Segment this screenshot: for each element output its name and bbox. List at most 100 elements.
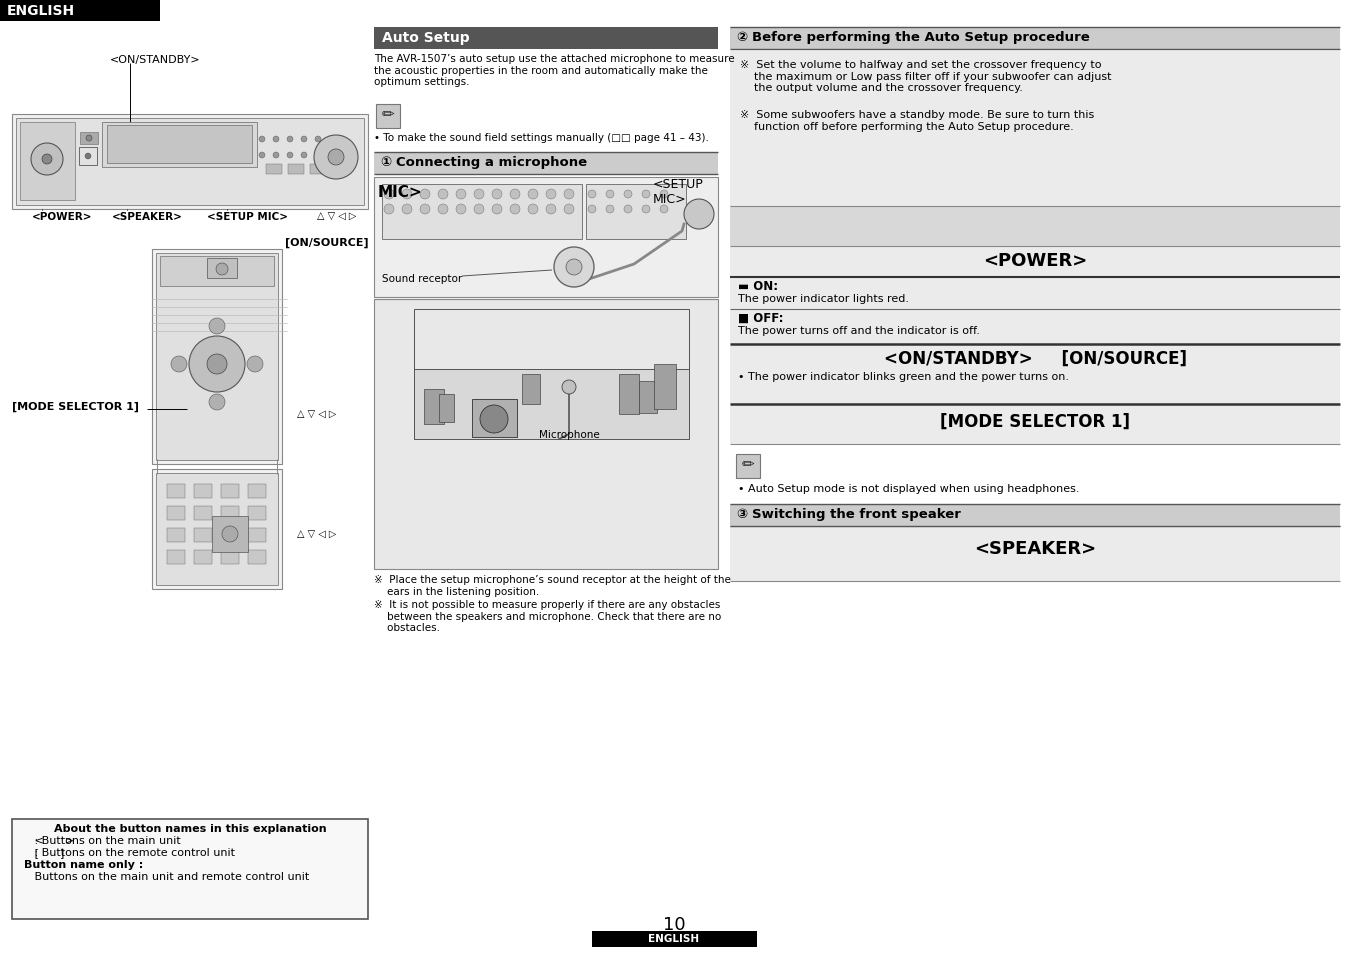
Ellipse shape	[247, 356, 263, 373]
Text: <POWER>: <POWER>	[32, 212, 93, 222]
Text: ✏: ✏	[382, 107, 394, 122]
Bar	[161, 256, 274, 287]
Ellipse shape	[510, 205, 519, 214]
Bar	[221, 484, 239, 498]
Text: △ ▽ ◁ ▷: △ ▽ ◁ ▷	[297, 530, 336, 539]
Text: <ON/STANDBY>     [ON/SOURCE]: <ON/STANDBY> [ON/SOURCE]	[884, 350, 1187, 368]
Ellipse shape	[527, 190, 538, 200]
Ellipse shape	[527, 205, 538, 214]
Text: MIC>: MIC>	[378, 185, 422, 200]
Bar	[80, 132, 98, 145]
Bar	[194, 484, 212, 498]
Bar	[730, 405, 1340, 444]
Text: Connecting a microphone: Connecting a microphone	[397, 156, 587, 169]
Bar	[730, 345, 1340, 405]
Bar	[730, 247, 1340, 401]
Bar	[374, 28, 718, 50]
Bar	[152, 250, 282, 464]
Bar	[0, 0, 161, 22]
Bar	[639, 381, 657, 414]
Ellipse shape	[564, 190, 575, 200]
Ellipse shape	[625, 191, 631, 199]
Text: <      >: < >	[24, 835, 74, 845]
Text: About the button names in this explanation: About the button names in this explanati…	[54, 823, 326, 833]
Ellipse shape	[301, 137, 308, 143]
Bar	[221, 551, 239, 564]
Ellipse shape	[171, 356, 188, 373]
Text: [ON/SOURCE]: [ON/SOURCE]	[285, 237, 368, 248]
Text: <SETUP MIC>: <SETUP MIC>	[206, 212, 287, 222]
Ellipse shape	[402, 190, 411, 200]
Ellipse shape	[209, 318, 225, 335]
Bar	[248, 551, 266, 564]
Text: <SETUP
MIC>: <SETUP MIC>	[653, 178, 704, 206]
Ellipse shape	[606, 206, 614, 213]
Bar	[248, 506, 266, 520]
Text: The power indicator lights red.: The power indicator lights red.	[738, 294, 909, 304]
Text: : Buttons on the main unit: : Buttons on the main unit	[24, 835, 181, 845]
Bar	[592, 931, 757, 947]
Bar	[80, 148, 97, 166]
Bar	[654, 365, 676, 410]
Text: △ ▽ ◁ ▷: △ ▽ ◁ ▷	[317, 212, 356, 222]
Ellipse shape	[314, 136, 357, 180]
Ellipse shape	[625, 206, 631, 213]
Text: Microphone: Microphone	[540, 430, 600, 439]
Bar	[12, 820, 368, 919]
Bar	[737, 455, 759, 478]
Text: [MODE SELECTOR 1]: [MODE SELECTOR 1]	[12, 401, 139, 412]
Ellipse shape	[588, 206, 596, 213]
Text: ※  Set the volume to halfway and set the crossover frequency to
    the maximum : ※ Set the volume to halfway and set the …	[741, 60, 1112, 93]
Bar	[374, 178, 718, 297]
Bar	[221, 529, 239, 542]
Ellipse shape	[287, 152, 293, 159]
Bar	[194, 551, 212, 564]
Ellipse shape	[606, 191, 614, 199]
Text: ※  Some subwoofers have a standby mode. Be sure to turn this
    function off be: ※ Some subwoofers have a standby mode. B…	[741, 110, 1094, 132]
Ellipse shape	[642, 191, 650, 199]
Text: ③: ③	[737, 507, 747, 520]
Ellipse shape	[316, 152, 321, 159]
Text: The power turns off and the indicator is off.: The power turns off and the indicator is…	[738, 326, 979, 335]
Text: <SPEAKER>: <SPEAKER>	[112, 212, 183, 222]
Ellipse shape	[473, 190, 484, 200]
Ellipse shape	[206, 355, 227, 375]
Bar	[103, 123, 258, 168]
Ellipse shape	[259, 137, 264, 143]
Ellipse shape	[564, 205, 575, 214]
Polygon shape	[414, 310, 689, 370]
Bar	[730, 52, 1340, 207]
Ellipse shape	[272, 152, 279, 159]
Bar	[619, 375, 639, 415]
Ellipse shape	[42, 154, 53, 165]
Ellipse shape	[510, 190, 519, 200]
Bar	[730, 28, 1340, 50]
Text: ①: ①	[380, 156, 391, 169]
Text: • Auto Setup mode is not displayed when using headphones.: • Auto Setup mode is not displayed when …	[738, 483, 1079, 494]
Bar	[206, 258, 237, 278]
Bar	[424, 390, 444, 424]
Text: ENGLISH: ENGLISH	[649, 933, 700, 943]
Ellipse shape	[189, 336, 246, 393]
Text: Button name only :: Button name only :	[24, 859, 143, 869]
Ellipse shape	[456, 190, 465, 200]
Text: <POWER>: <POWER>	[983, 252, 1087, 270]
Ellipse shape	[31, 144, 63, 175]
Bar	[266, 165, 282, 174]
Bar	[167, 551, 185, 564]
Bar	[12, 115, 368, 210]
Bar	[730, 207, 1340, 247]
Text: The AVR-1507’s auto setup use the attached microphone to measure
the acoustic pr: The AVR-1507’s auto setup use the attach…	[374, 54, 735, 87]
Ellipse shape	[384, 205, 394, 214]
Bar	[107, 126, 252, 164]
Ellipse shape	[223, 526, 237, 542]
Ellipse shape	[567, 260, 581, 275]
Bar	[522, 375, 540, 405]
Bar	[152, 470, 282, 589]
Text: Switching the front speaker: Switching the front speaker	[751, 507, 960, 520]
Bar	[16, 119, 364, 206]
Bar	[194, 529, 212, 542]
Bar	[310, 165, 326, 174]
Ellipse shape	[554, 248, 594, 288]
Bar	[374, 299, 718, 569]
